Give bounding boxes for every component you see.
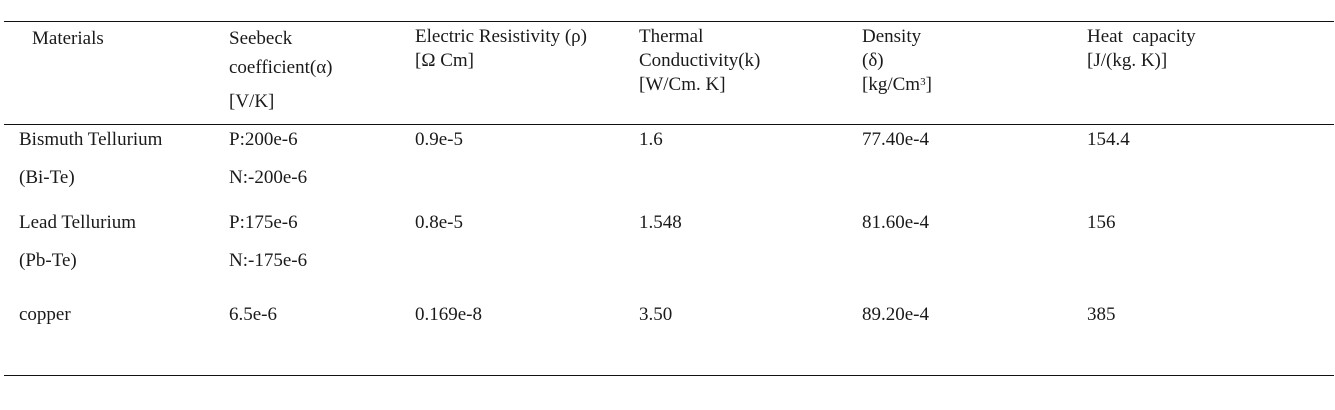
density-unit-exponent: 3 — [920, 76, 926, 88]
density-value: 89.20e-4 — [862, 304, 930, 325]
heat-capacity-label: Heat capacity — [1087, 26, 1196, 47]
density-value: 81.60e-4 — [862, 212, 930, 233]
heat-capacity-value: 156 — [1087, 212, 1116, 233]
conductivity-value: 1.548 — [639, 212, 682, 233]
bottom-rule — [4, 375, 1334, 376]
density-value: 77.40e-4 — [862, 129, 930, 150]
header-conductivity-line1: Thermal — [639, 26, 704, 47]
header-density-line1: Density — [862, 26, 922, 47]
material-name: Bismuth Tellurium — [19, 129, 163, 150]
heat-capacity-value: 154.4 — [1087, 129, 1130, 150]
header-seebeck-unit: [V/K] — [229, 91, 275, 112]
seebeck-value: 6.5e-6 — [229, 304, 278, 325]
header-conductivity-unit: [W/Cm. K] — [639, 74, 726, 95]
header-seebeck-line2: coefficient(α) — [229, 57, 333, 78]
conductivity-value: 1.6 — [639, 129, 663, 150]
density-unit-close: ] — [925, 74, 932, 95]
resistivity-value: 0.9e-5 — [415, 129, 464, 150]
material-name: copper — [19, 304, 71, 325]
header-density-unit: [kg/Cm3] — [862, 74, 932, 96]
material-formula: (Pb-Te) — [19, 250, 77, 271]
density-unit-base: [kg/Cm — [862, 74, 921, 95]
resistivity-value: 0.8e-5 — [415, 212, 464, 233]
header-rule — [4, 124, 1334, 125]
header-resistivity-unit: [Ω Cm] — [415, 50, 474, 71]
heat-capacity-value: 385 — [1087, 304, 1116, 325]
header-materials: Materials — [32, 28, 104, 49]
header-heat-capacity-line1: Heat capacity — [1087, 26, 1196, 48]
seebeck-p: P:175e-6 — [229, 212, 298, 233]
material-formula: (Bi-Te) — [19, 167, 75, 188]
header-density-line2: (δ) — [862, 50, 884, 71]
conductivity-value: 3.50 — [639, 304, 673, 325]
resistivity-value: 0.169e-8 — [415, 304, 483, 325]
header-conductivity-line2: Conductivity(k) — [639, 50, 761, 71]
header-resistivity-line1: Electric Resistivity (ρ) — [415, 26, 587, 47]
seebeck-p: P:200e-6 — [229, 129, 298, 150]
top-rule — [4, 21, 1334, 22]
seebeck-n: N:-200e-6 — [229, 167, 308, 188]
seebeck-n: N:-175e-6 — [229, 250, 308, 271]
header-heat-capacity-unit: [J/(kg. K)] — [1087, 50, 1168, 71]
header-seebeck-line1: Seebeck — [229, 28, 293, 49]
material-name: Lead Tellurium — [19, 212, 137, 233]
